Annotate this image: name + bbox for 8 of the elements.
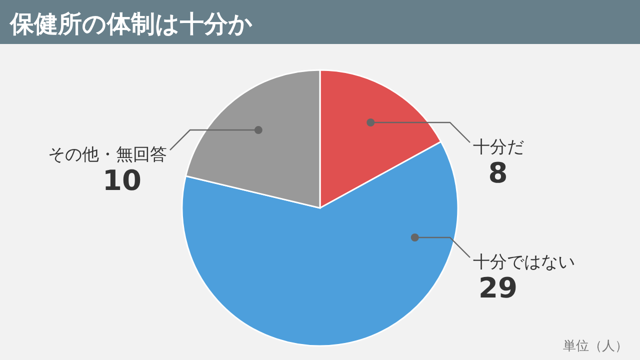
data-label: 10 bbox=[102, 164, 142, 198]
data-label: 8 bbox=[488, 156, 508, 190]
text: 単位（人） bbox=[563, 339, 628, 354]
chart-title: 保健所の体制は十分か bbox=[9, 10, 253, 38]
slice-label: その他・無回答 bbox=[48, 145, 167, 166]
data-label: 29 bbox=[478, 272, 518, 305]
slice-label: 十分ではない bbox=[473, 252, 575, 273]
slice-label: 十分だ bbox=[473, 138, 524, 158]
